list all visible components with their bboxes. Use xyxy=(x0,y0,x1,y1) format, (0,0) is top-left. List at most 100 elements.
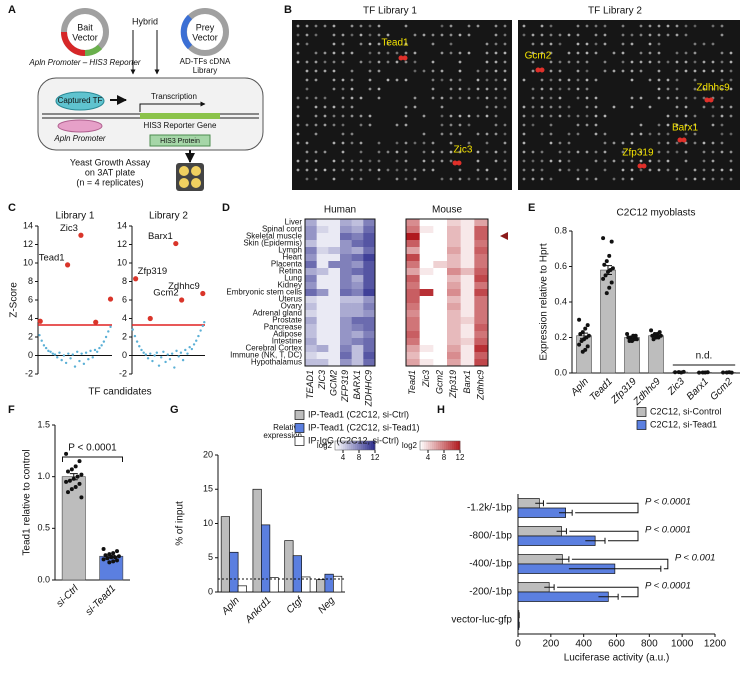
spot xyxy=(576,132,580,136)
spot xyxy=(305,168,309,172)
spot xyxy=(576,114,580,118)
spot xyxy=(540,105,544,109)
heat-cell xyxy=(363,289,376,297)
spot xyxy=(675,168,679,172)
spot xyxy=(567,114,571,118)
spot xyxy=(702,60,706,64)
spot xyxy=(693,51,697,55)
heat-cell xyxy=(305,233,317,241)
reporter-gene xyxy=(140,113,220,119)
spot xyxy=(449,123,453,127)
spot xyxy=(332,69,336,73)
spot xyxy=(440,132,444,136)
spot xyxy=(350,168,354,172)
heat-cell xyxy=(433,310,448,318)
point xyxy=(133,334,137,338)
spot xyxy=(476,96,480,100)
colorbar-frame xyxy=(334,440,376,451)
legend-swatch xyxy=(294,410,305,420)
point xyxy=(71,353,74,356)
spot xyxy=(341,132,345,136)
x-tick-label: Neg xyxy=(316,595,337,616)
spot xyxy=(467,123,471,127)
spot xyxy=(558,60,562,64)
data-point xyxy=(604,259,609,264)
spot xyxy=(386,168,390,172)
spot xyxy=(576,69,580,73)
heat-cell xyxy=(433,240,448,248)
y-axis-label: % of input xyxy=(175,501,186,546)
row-label: Adrenal gland xyxy=(253,309,302,318)
spot xyxy=(693,114,697,118)
x-tick-label: 800 xyxy=(641,639,658,650)
spot xyxy=(323,51,327,55)
spot xyxy=(531,69,535,73)
spot xyxy=(594,159,598,163)
spot xyxy=(540,42,544,46)
heat-cell xyxy=(433,324,448,332)
hit-spot xyxy=(535,67,541,73)
spot xyxy=(404,177,408,181)
heat-cell xyxy=(340,275,352,283)
highlight-arrow xyxy=(500,232,508,240)
spot xyxy=(720,141,724,145)
heat-cell xyxy=(419,275,434,283)
spot xyxy=(458,87,462,91)
spot xyxy=(305,150,309,154)
colorbar-unit: log2 xyxy=(402,441,418,450)
colorbar-step xyxy=(343,441,346,450)
colorbar-step xyxy=(432,441,435,450)
bar xyxy=(292,555,302,593)
point xyxy=(60,358,63,362)
heat-cell xyxy=(305,219,317,227)
spot xyxy=(621,42,625,46)
spot xyxy=(350,33,354,37)
spot xyxy=(729,105,733,109)
error-bar xyxy=(555,556,570,563)
spot xyxy=(648,60,652,64)
spot xyxy=(720,51,724,55)
spot xyxy=(657,123,661,127)
point xyxy=(160,356,163,359)
spot xyxy=(576,96,580,100)
spot xyxy=(603,33,607,37)
y-tick-label: 6 xyxy=(122,294,127,304)
spot xyxy=(332,51,336,55)
spot xyxy=(576,87,580,91)
spot xyxy=(585,78,589,82)
spot xyxy=(413,33,417,37)
heat-cell xyxy=(433,331,448,339)
spot xyxy=(494,123,498,127)
spot xyxy=(323,168,327,172)
spot xyxy=(594,114,598,118)
spot xyxy=(531,123,535,127)
data-point xyxy=(604,291,609,296)
data-point xyxy=(577,342,582,347)
heat-cell xyxy=(328,338,341,346)
spot xyxy=(675,123,679,127)
hit-spot xyxy=(641,163,647,169)
heat-cell xyxy=(363,317,376,325)
spot xyxy=(413,105,417,109)
y-tick-label: 0 xyxy=(208,586,213,596)
spot xyxy=(341,60,345,64)
heat-cell xyxy=(351,303,364,311)
y-tick-label: 2 xyxy=(122,331,127,341)
spot xyxy=(458,168,462,172)
row-label: Prostate xyxy=(272,316,302,325)
heat-cell xyxy=(351,275,364,283)
column-label: BARX1 xyxy=(352,370,362,400)
panel-label: B xyxy=(284,4,292,16)
spot xyxy=(549,69,553,73)
data-point xyxy=(602,262,607,267)
heat-cell xyxy=(305,289,317,297)
spot xyxy=(341,87,345,91)
spot xyxy=(458,177,462,181)
heat-cell xyxy=(340,359,352,367)
spot xyxy=(711,177,715,181)
spot xyxy=(503,51,507,55)
heat-cell xyxy=(447,254,461,262)
spot xyxy=(485,114,489,118)
spot xyxy=(431,78,435,82)
y-tick-label: 2 xyxy=(28,331,33,341)
